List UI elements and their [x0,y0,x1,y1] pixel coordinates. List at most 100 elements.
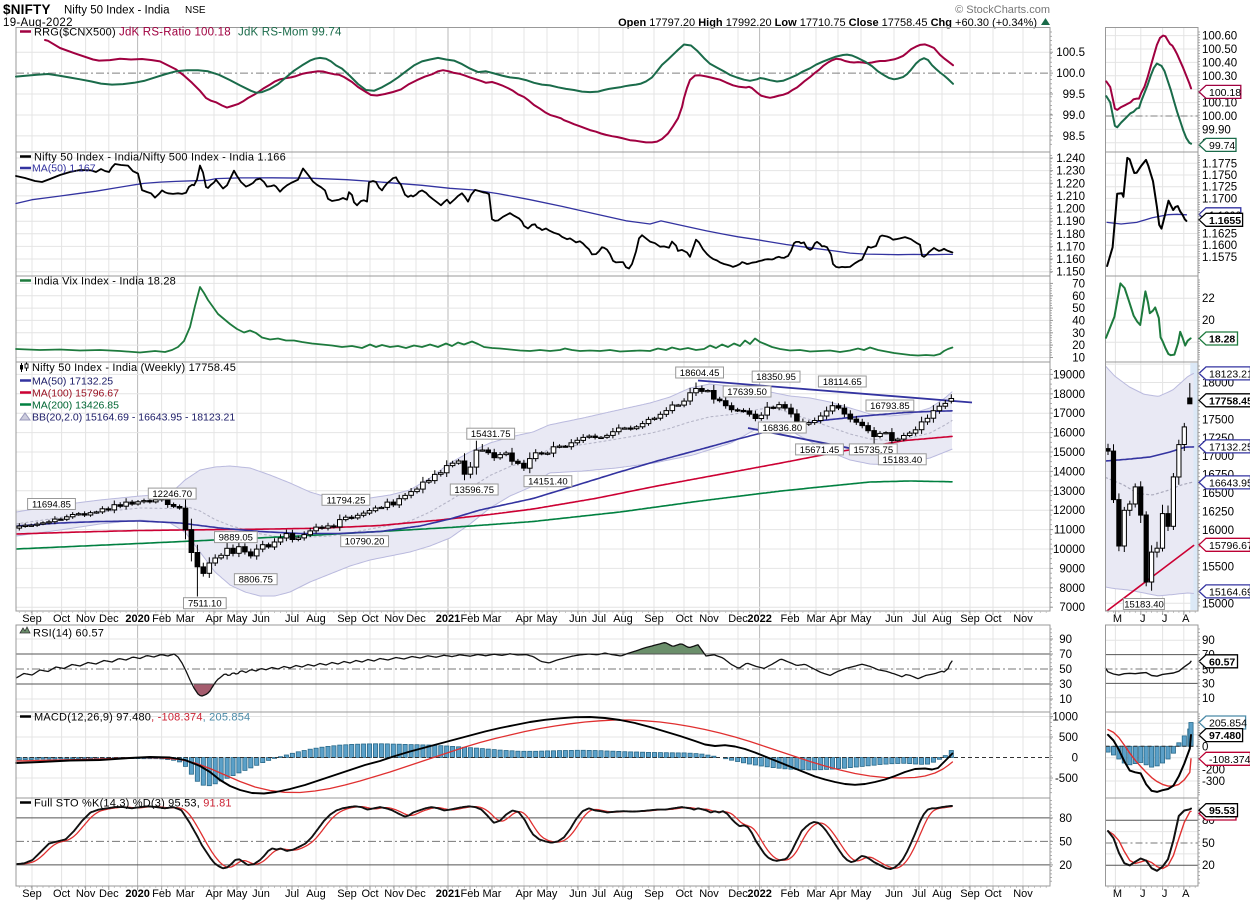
svg-text:100.40: 100.40 [1202,57,1237,69]
svg-text:MA(50) 17132.25: MA(50) 17132.25 [32,376,113,388]
svg-text:RRG($CNX500): RRG($CNX500) [34,27,116,39]
svg-text:Oct: Oct [53,888,70,900]
svg-text:A: A [1182,888,1190,900]
svg-text:Sep: Sep [22,888,42,900]
svg-text:Mar: Mar [807,888,826,900]
svg-text:M: M [1113,613,1122,625]
svg-text:95.53: 95.53 [1209,805,1235,817]
svg-text:8000: 8000 [1059,583,1085,595]
svg-text:-500: -500 [1055,773,1078,785]
svg-text:1.150: 1.150 [1056,267,1085,279]
svg-text:Feb: Feb [152,888,171,900]
svg-text:15164.69: 15164.69 [1209,586,1250,598]
svg-text:MACD(12,26,9) 97.480, -108.374: MACD(12,26,9) 97.480, -108.374, 205.854 [34,712,250,724]
svg-text:15735.75: 15735.75 [853,445,893,456]
svg-text:17132.25: 17132.25 [1209,441,1250,453]
svg-text:Jul: Jul [592,888,606,900]
svg-text:Apr: Apr [205,888,222,900]
svg-text:Nifty 50 Index - India/Nifty 5: Nifty 50 Index - India/Nifty 500 Index -… [34,152,286,164]
svg-text:Jun: Jun [252,613,270,625]
svg-text:16793.85: 16793.85 [870,401,910,412]
svg-text:Feb: Feb [152,613,171,625]
svg-text:1.240: 1.240 [1056,153,1085,165]
svg-text:Apr: Apr [205,613,222,625]
svg-text:Dec: Dec [406,888,426,900]
svg-text:Nov: Nov [384,613,404,625]
svg-text:NSE: NSE [185,5,206,16]
svg-text:Mar: Mar [176,888,195,900]
svg-text:2021: 2021 [436,888,460,900]
svg-text:10: 10 [1072,353,1085,365]
svg-text:2020: 2020 [125,888,149,900]
svg-text:JdK RS-Mom 99.74: JdK RS-Mom 99.74 [238,27,342,39]
svg-text:Apr: Apr [829,613,846,625]
svg-text:70: 70 [1059,649,1072,661]
svg-text:1.1625: 1.1625 [1202,229,1237,241]
svg-text:100.50: 100.50 [1202,44,1237,56]
svg-text:J: J [1140,888,1146,900]
svg-text:1.190: 1.190 [1056,216,1085,228]
svg-text:1.1600: 1.1600 [1202,240,1237,252]
svg-text:0: 0 [1072,753,1078,765]
svg-text:Aug: Aug [306,888,326,900]
svg-text:-300: -300 [1202,776,1225,788]
svg-text:Nifty 50 Index - India: Nifty 50 Index - India [64,5,170,17]
svg-text:Sep: Sep [644,888,664,900]
svg-text:99.0: 99.0 [1063,110,1085,122]
svg-text:100.60: 100.60 [1202,31,1237,43]
svg-text:16643.95: 16643.95 [1209,477,1250,489]
svg-text:1000: 1000 [1052,712,1078,724]
svg-text:Sep: Sep [337,613,357,625]
svg-text:9889.05: 9889.05 [219,533,253,544]
svg-text:Sep: Sep [337,888,357,900]
svg-text:17500: 17500 [1202,414,1234,426]
svg-text:1.1725: 1.1725 [1202,182,1237,194]
svg-text:20: 20 [1072,340,1085,352]
svg-text:99.5: 99.5 [1063,89,1085,101]
svg-text:A: A [1182,613,1190,625]
svg-text:2021: 2021 [436,613,460,625]
svg-text:Oct: Oct [53,613,70,625]
svg-text:70: 70 [1072,278,1085,290]
svg-text:May: May [537,888,558,900]
svg-text:Aug: Aug [932,888,952,900]
svg-text:15671.45: 15671.45 [800,445,840,456]
svg-text:May: May [851,613,872,625]
svg-text:50: 50 [1059,664,1072,676]
svg-text:1.210: 1.210 [1056,191,1085,203]
svg-text:15000: 15000 [1202,599,1234,611]
svg-text:100.00: 100.00 [1202,111,1237,123]
svg-text:Aug: Aug [932,613,952,625]
svg-text:Jun: Jun [569,613,587,625]
svg-text:Sep: Sep [960,613,980,625]
svg-text:Feb: Feb [781,888,800,900]
svg-text:8806.75: 8806.75 [239,575,273,586]
svg-text:Feb: Feb [461,888,480,900]
svg-text:500: 500 [1059,732,1078,744]
svg-text:90: 90 [1059,634,1072,646]
svg-text:J: J [1140,613,1146,625]
svg-text:13596.75: 13596.75 [454,485,494,496]
svg-text:Dec: Dec [99,888,119,900]
svg-text:Nov: Nov [699,888,719,900]
svg-text:12000: 12000 [1053,505,1085,517]
svg-text:-108.374: -108.374 [1209,754,1250,766]
svg-text:Jul: Jul [592,613,606,625]
svg-text:19000: 19000 [1053,369,1085,381]
svg-text:Feb: Feb [781,613,800,625]
svg-text:11794.25: 11794.25 [326,495,365,506]
svg-text:Mar: Mar [176,613,195,625]
svg-text:60.57: 60.57 [1209,656,1235,668]
svg-text:18604.45: 18604.45 [680,368,720,379]
svg-text:Oct: Oct [361,888,378,900]
svg-text:50: 50 [1072,303,1085,315]
svg-text:1.1775: 1.1775 [1202,158,1237,170]
svg-text:100.0: 100.0 [1056,68,1085,80]
svg-text:1.230: 1.230 [1056,166,1085,178]
svg-text:Nov: Nov [384,888,404,900]
svg-text:MA(100) 15796.67: MA(100) 15796.67 [32,388,119,400]
svg-text:1.200: 1.200 [1056,204,1085,216]
svg-text:2022: 2022 [747,888,771,900]
svg-text:Nov: Nov [699,613,719,625]
svg-text:18350.95: 18350.95 [756,372,796,383]
